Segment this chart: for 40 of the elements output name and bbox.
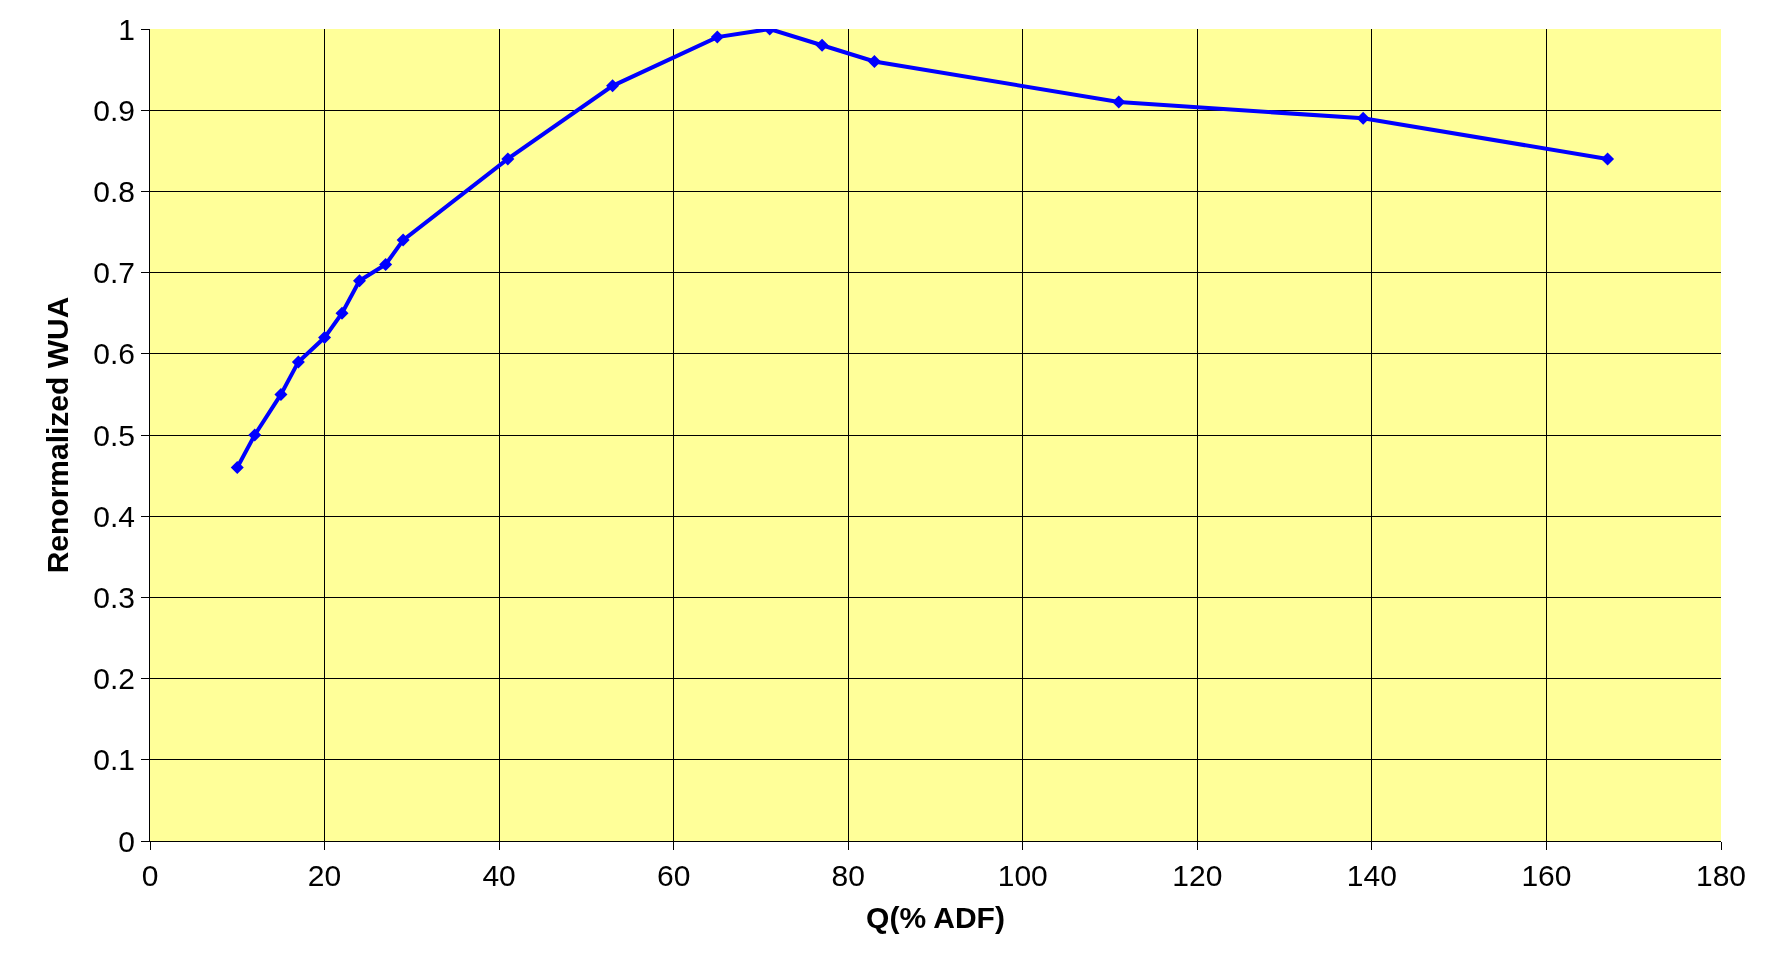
point [396,233,410,247]
point [379,257,393,271]
x-tick-label: 140 [1346,859,1397,892]
x-tick-label: 100 [997,859,1048,892]
point [274,387,288,401]
y-tick-label: 0.3 [93,580,135,614]
x-tick-label: 20 [307,859,342,892]
y-tick-label: 1 [118,12,135,46]
point [815,38,829,52]
x-tick-label: 180 [1695,859,1747,892]
y-tick-label: 0 [118,824,135,858]
y-tick-label: 0.4 [93,499,135,533]
x-tick-label: 160 [1521,859,1572,892]
y-tick-label: 0.1 [93,743,135,777]
y-tick-label: 0.7 [93,256,135,290]
x-tick-label: 40 [482,859,516,892]
point [710,30,724,44]
y-tick-label: 0.8 [93,174,135,208]
point [867,54,881,68]
x-tick-label: 120 [1172,859,1223,892]
x-tick-label: 0 [141,859,159,892]
x-tick-label: 80 [831,859,865,892]
point [291,355,305,369]
point [501,152,515,166]
x-axis-title: Q(% ADF) [866,900,1005,934]
point [1356,111,1370,125]
y-axis-title: Renormalized WUA [41,296,75,574]
x-tick-label: 60 [656,859,691,892]
y-tick-label: 0.2 [93,662,135,696]
point [230,460,244,474]
point [352,274,366,288]
point [1112,95,1126,109]
point [318,331,332,345]
point [606,79,620,93]
y-tick-label: 0.6 [93,337,135,371]
y-tick-label: 0.9 [93,93,135,127]
y-tick-label: 0.5 [93,418,135,452]
point [248,428,262,442]
point [1601,152,1615,166]
point [335,306,349,320]
